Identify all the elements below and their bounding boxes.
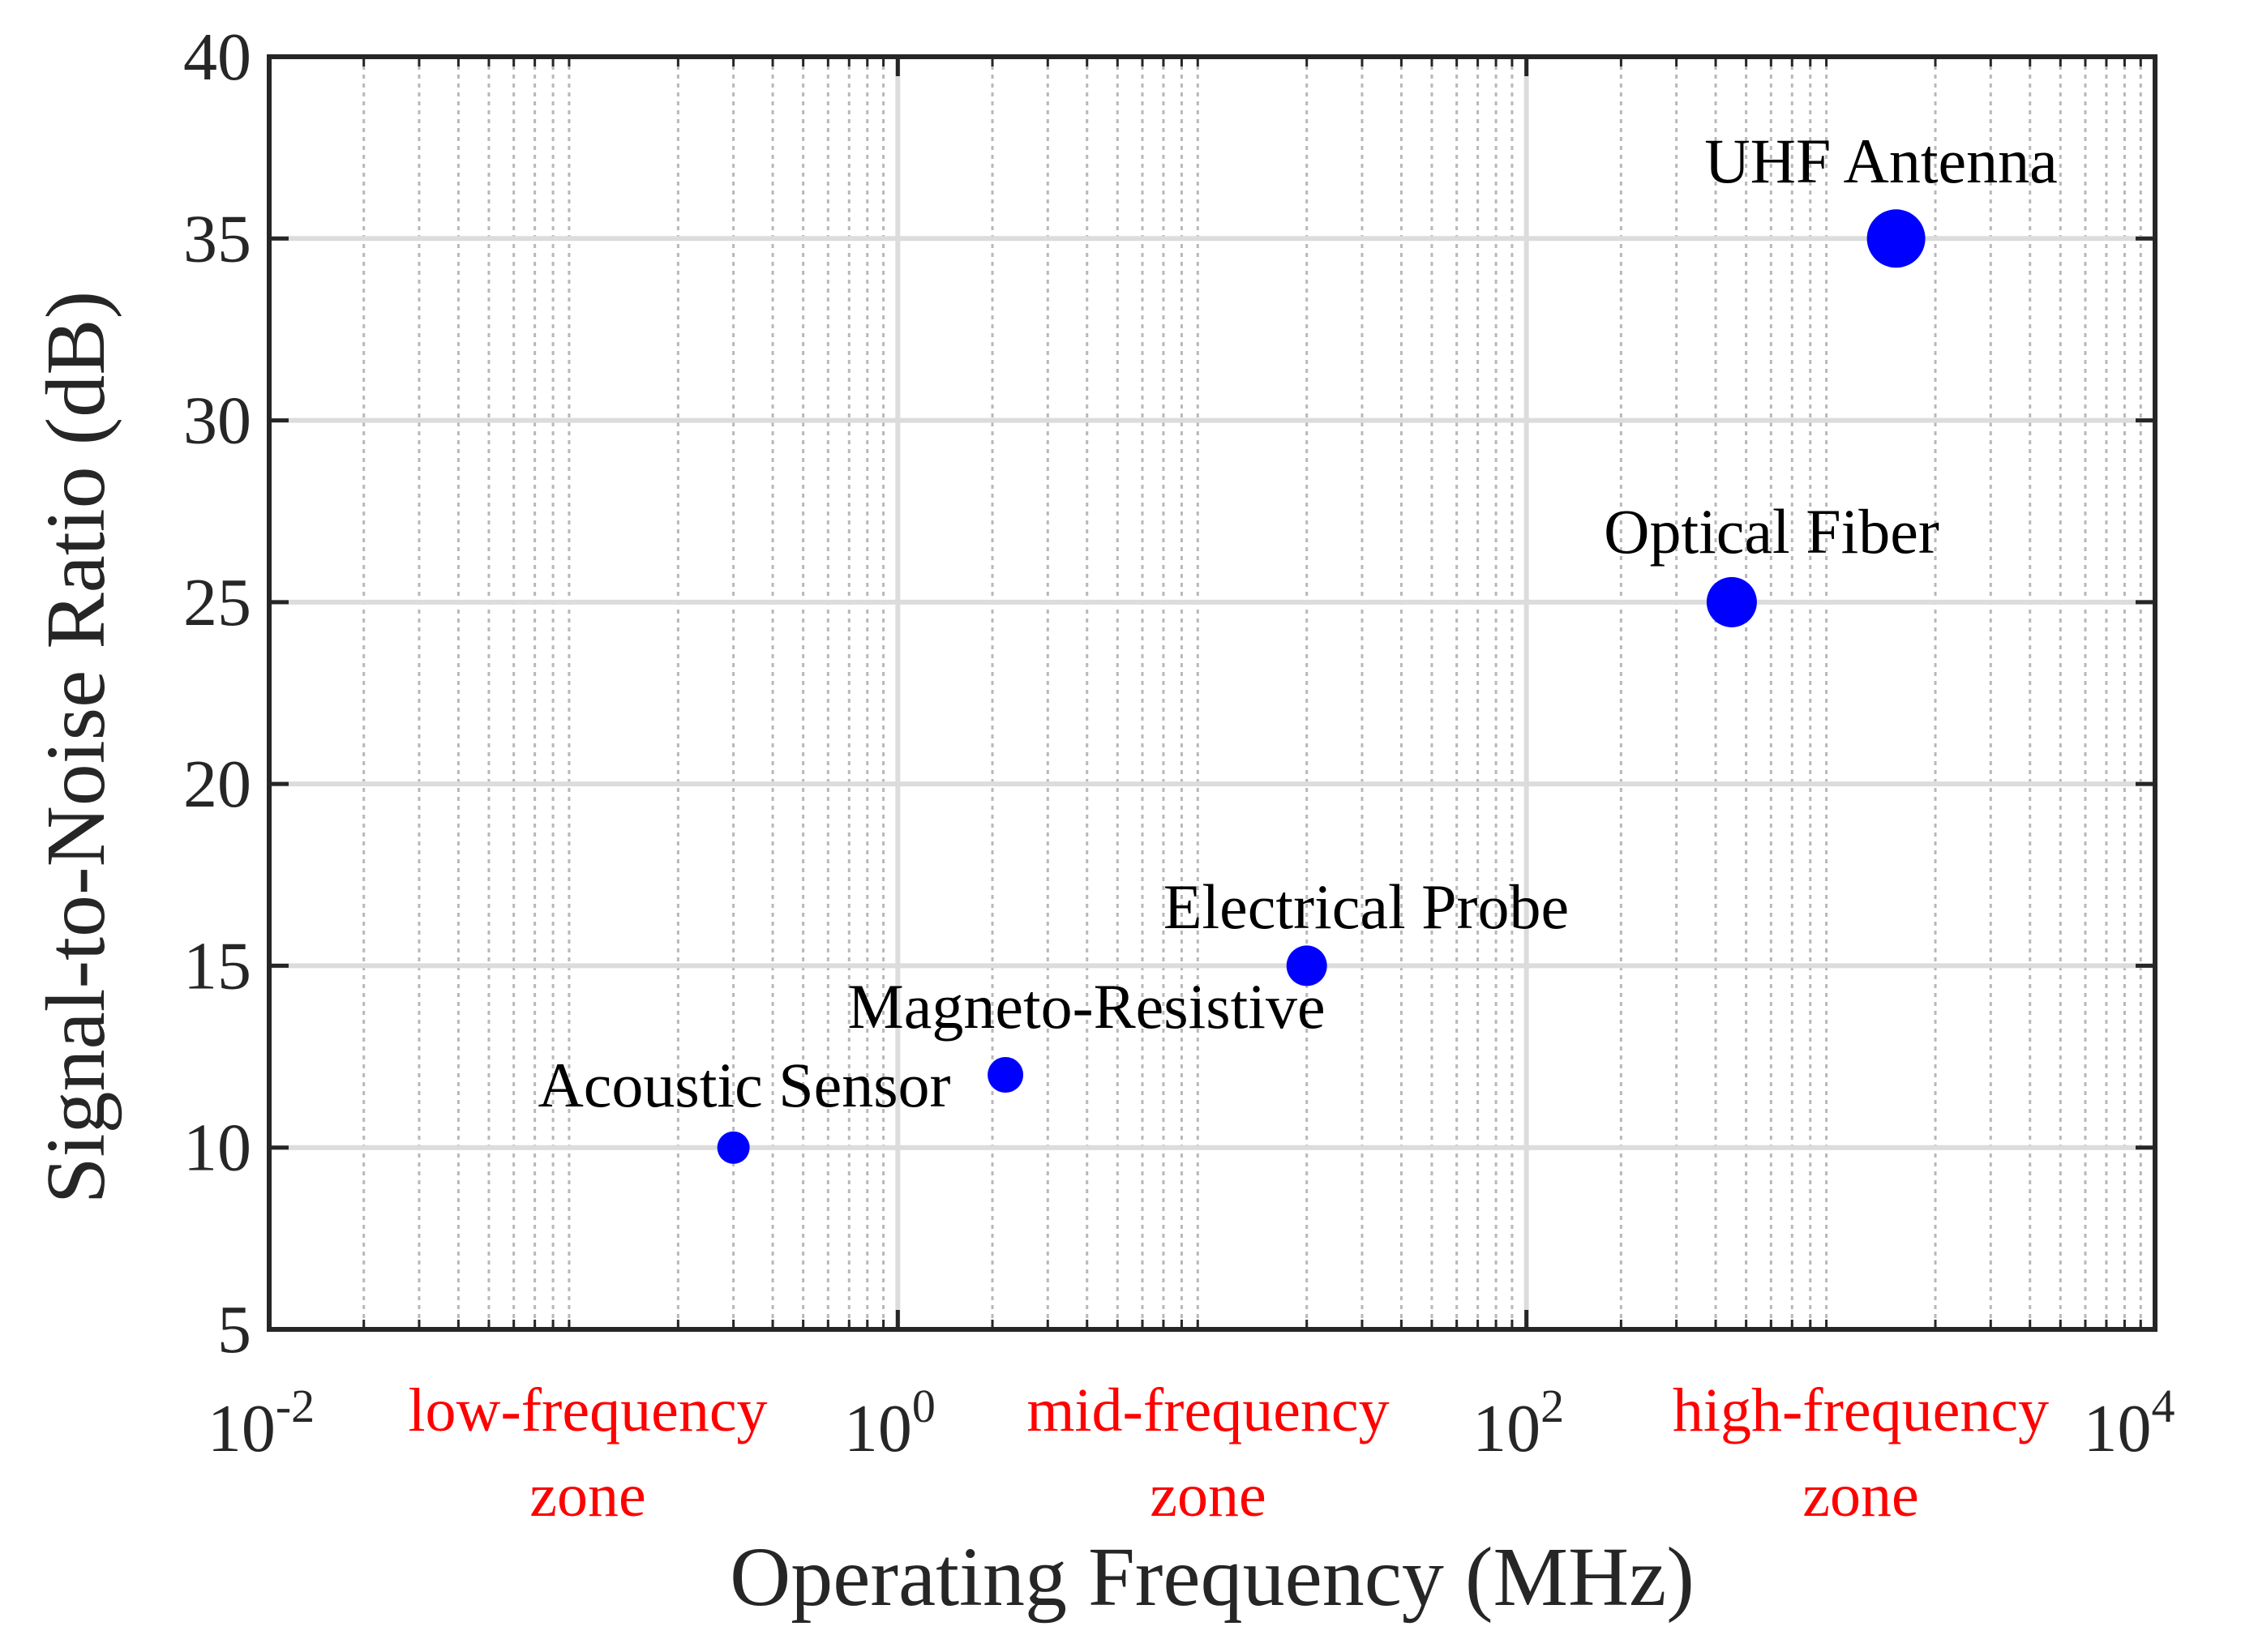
x-axis-title: Operating Frequency (MHz)	[730, 1530, 1695, 1624]
y-tick-label: 15	[183, 928, 251, 1004]
zone-label-line1: high-frequency	[1673, 1376, 2049, 1444]
y-tick-label: 25	[183, 565, 251, 640]
point-label: UHF Antenna	[1704, 126, 2057, 196]
data-point	[988, 1057, 1024, 1093]
data-point	[1286, 945, 1327, 986]
y-tick-label: 30	[183, 383, 251, 459]
zone-label-line2: zone	[1150, 1462, 1266, 1530]
y-axis-title: Signal-to-Noise Ratio (dB)	[29, 291, 122, 1205]
grid-lines	[267, 54, 2157, 1332]
zone-label-line1: low-frequency	[408, 1376, 767, 1444]
y-tick-label: 35	[183, 201, 251, 276]
frequency-zone-labels: low-frequency zone mid-frequency zone high-f…	[408, 1376, 2049, 1530]
point-label: Acoustic Sensor	[538, 1050, 950, 1120]
x-tick-label: 10-2	[208, 1380, 315, 1466]
zone-label-line2: zone	[1802, 1462, 1918, 1530]
y-tick-labels: 5 10 15 20 25 30 35 40	[183, 19, 251, 1367]
plot-frame	[267, 54, 2157, 1332]
zone-label-line2: zone	[529, 1462, 645, 1530]
data-point	[1866, 209, 1926, 268]
y-tick-label: 10	[183, 1111, 251, 1186]
y-tick-label: 40	[183, 19, 251, 95]
data-point	[1706, 576, 1757, 627]
zone-label-line1: mid-frequency	[1026, 1376, 1389, 1444]
y-tick-label: 5	[217, 1292, 251, 1367]
data-point	[717, 1131, 750, 1164]
y-tick-label: 20	[183, 747, 251, 822]
x-tick-label: 102	[1472, 1380, 1564, 1466]
point-label: Magneto-Resistive	[847, 971, 1325, 1042]
x-tick-label: 100	[844, 1380, 936, 1466]
point-labels: Acoustic Sensor Magneto-Resistive Electric…	[538, 126, 2057, 1120]
point-label: Optical Fiber	[1604, 496, 1939, 567]
x-tick-label: 104	[2084, 1380, 2175, 1466]
x-tick-labels: 10-2 100 102 104	[208, 1380, 2175, 1466]
point-label: Electrical Probe	[1163, 871, 1569, 942]
data-points	[717, 209, 1926, 1164]
